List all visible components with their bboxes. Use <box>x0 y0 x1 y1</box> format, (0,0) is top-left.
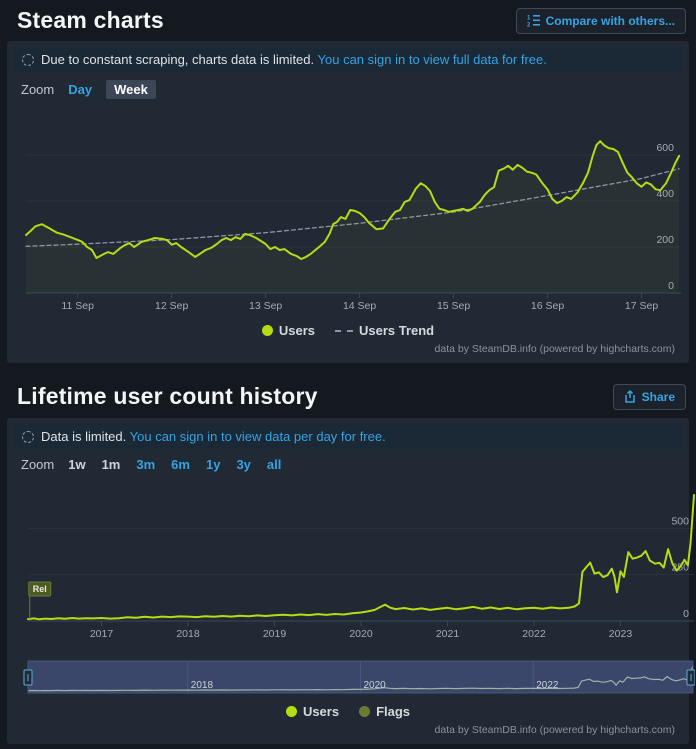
flags-dot-icon <box>359 706 371 717</box>
chart1-legend: Users Users Trend <box>13 317 683 340</box>
legend-users[interactable]: Users <box>261 323 315 338</box>
page-title: Steam charts <box>17 7 164 33</box>
notice-bar: Due to constant scraping, charts data is… <box>13 47 683 72</box>
legend-flags-label: Flags <box>376 704 411 719</box>
svg-text:2022: 2022 <box>522 628 546 640</box>
signin-link[interactable]: You can sign in to view full data for fr… <box>317 52 547 67</box>
legend-users-label: Users <box>302 704 340 719</box>
svg-text:1: 1 <box>527 16 531 22</box>
lifetime-header: Lifetime user count history Share <box>0 363 696 418</box>
spinner-icon <box>22 430 34 443</box>
navigator-handle[interactable] <box>23 669 33 686</box>
legend-users-trend[interactable]: Users Trend <box>334 323 435 338</box>
share-button[interactable]: Share <box>612 383 686 410</box>
svg-text:2019: 2019 <box>263 628 287 640</box>
steam-charts-header: Steam charts 1 2 Compare with others... <box>0 0 696 41</box>
svg-text:2020: 2020 <box>364 680 387 691</box>
lifetime-signin-link[interactable]: You can sign in to view data per day for… <box>129 429 386 444</box>
share-icon <box>624 390 636 403</box>
compare-button[interactable]: 1 2 Compare with others... <box>515 7 686 34</box>
chart2-credits: data by SteamDB.info (powered by highcha… <box>434 724 675 736</box>
zoom-range-1m-button[interactable]: 1m <box>101 457 121 472</box>
legend-users[interactable]: Users <box>285 704 340 719</box>
svg-text:12 Sep: 12 Sep <box>155 300 188 312</box>
notice-text: Due to constant scraping, charts data is… <box>41 52 315 67</box>
lifetime-notice-bar: Data is limited. You can sign in to view… <box>13 424 683 449</box>
zoom-range-1y-button[interactable]: 1y <box>205 457 221 472</box>
users-dot-icon <box>261 325 273 336</box>
svg-text:0: 0 <box>683 608 689 620</box>
svg-text:14 Sep: 14 Sep <box>343 300 376 312</box>
svg-text:Rel: Rel <box>33 584 47 594</box>
compare-button-label: Compare with others... <box>545 13 675 28</box>
legend-flags[interactable]: Flags <box>359 704 410 719</box>
svg-text:2018: 2018 <box>176 628 200 640</box>
zoom-range-3m-button[interactable]: 3m <box>136 457 156 472</box>
svg-text:0: 0 <box>668 280 674 292</box>
svg-text:600: 600 <box>656 142 674 154</box>
svg-text:17 Sep: 17 Sep <box>625 300 658 312</box>
svg-text:2020: 2020 <box>349 628 373 640</box>
zoom-range-all-button[interactable]: all <box>266 457 282 472</box>
lifetime-title: Lifetime user count history <box>17 383 318 409</box>
navigator-handle[interactable] <box>686 669 695 686</box>
svg-text:2: 2 <box>527 23 531 28</box>
lifetime-panel: Data is limited. You can sign in to view… <box>7 418 695 744</box>
legend-users-label: Users <box>278 323 315 338</box>
svg-text:15 Sep: 15 Sep <box>437 300 470 312</box>
lifetime-notice-text: Data is limited. <box>41 429 127 444</box>
svg-text:16 Sep: 16 Sep <box>531 300 564 312</box>
svg-text:200: 200 <box>656 234 674 246</box>
ordered-list-icon: 1 2 <box>527 14 540 27</box>
zoom-row: Zoom Day Week <box>13 72 683 105</box>
svg-text:500: 500 <box>671 515 689 527</box>
navigator[interactable]: 2018 2020 2022 <box>13 658 695 698</box>
chart1-credits: data by SteamDB.info (powered by highcha… <box>434 343 675 355</box>
users-dot-icon <box>285 706 297 717</box>
svg-text:2021: 2021 <box>436 628 460 640</box>
chart2-legend: Users Flags <box>13 698 683 721</box>
trend-dash-icon <box>334 329 353 332</box>
zoom-week-button[interactable]: Week <box>106 80 156 99</box>
spinner-icon <box>22 53 34 66</box>
zoom-day-button[interactable]: Day <box>68 82 93 97</box>
svg-text:2023: 2023 <box>609 628 633 640</box>
steam-charts-panel: Due to constant scraping, charts data is… <box>7 41 689 363</box>
share-button-label: Share <box>641 389 675 404</box>
zoom-label: Zoom <box>21 457 55 472</box>
svg-text:13 Sep: 13 Sep <box>249 300 282 312</box>
svg-text:2018: 2018 <box>191 680 214 691</box>
zoom-label: Zoom <box>21 82 55 97</box>
zoom-range-6m-button[interactable]: 6m <box>171 457 190 472</box>
legend-trend-label: Users Trend <box>358 323 435 338</box>
svg-text:2022: 2022 <box>536 680 559 691</box>
zoom-range-3y-button[interactable]: 3y <box>236 457 251 472</box>
lifetime-zoom-row: Zoom 1w 1m 3m 6m 1y 3y all <box>13 449 683 478</box>
zoom-range-1w-button[interactable]: 1w <box>68 457 86 472</box>
svg-text:2017: 2017 <box>90 628 114 640</box>
svg-text:11 Sep: 11 Sep <box>61 300 94 312</box>
